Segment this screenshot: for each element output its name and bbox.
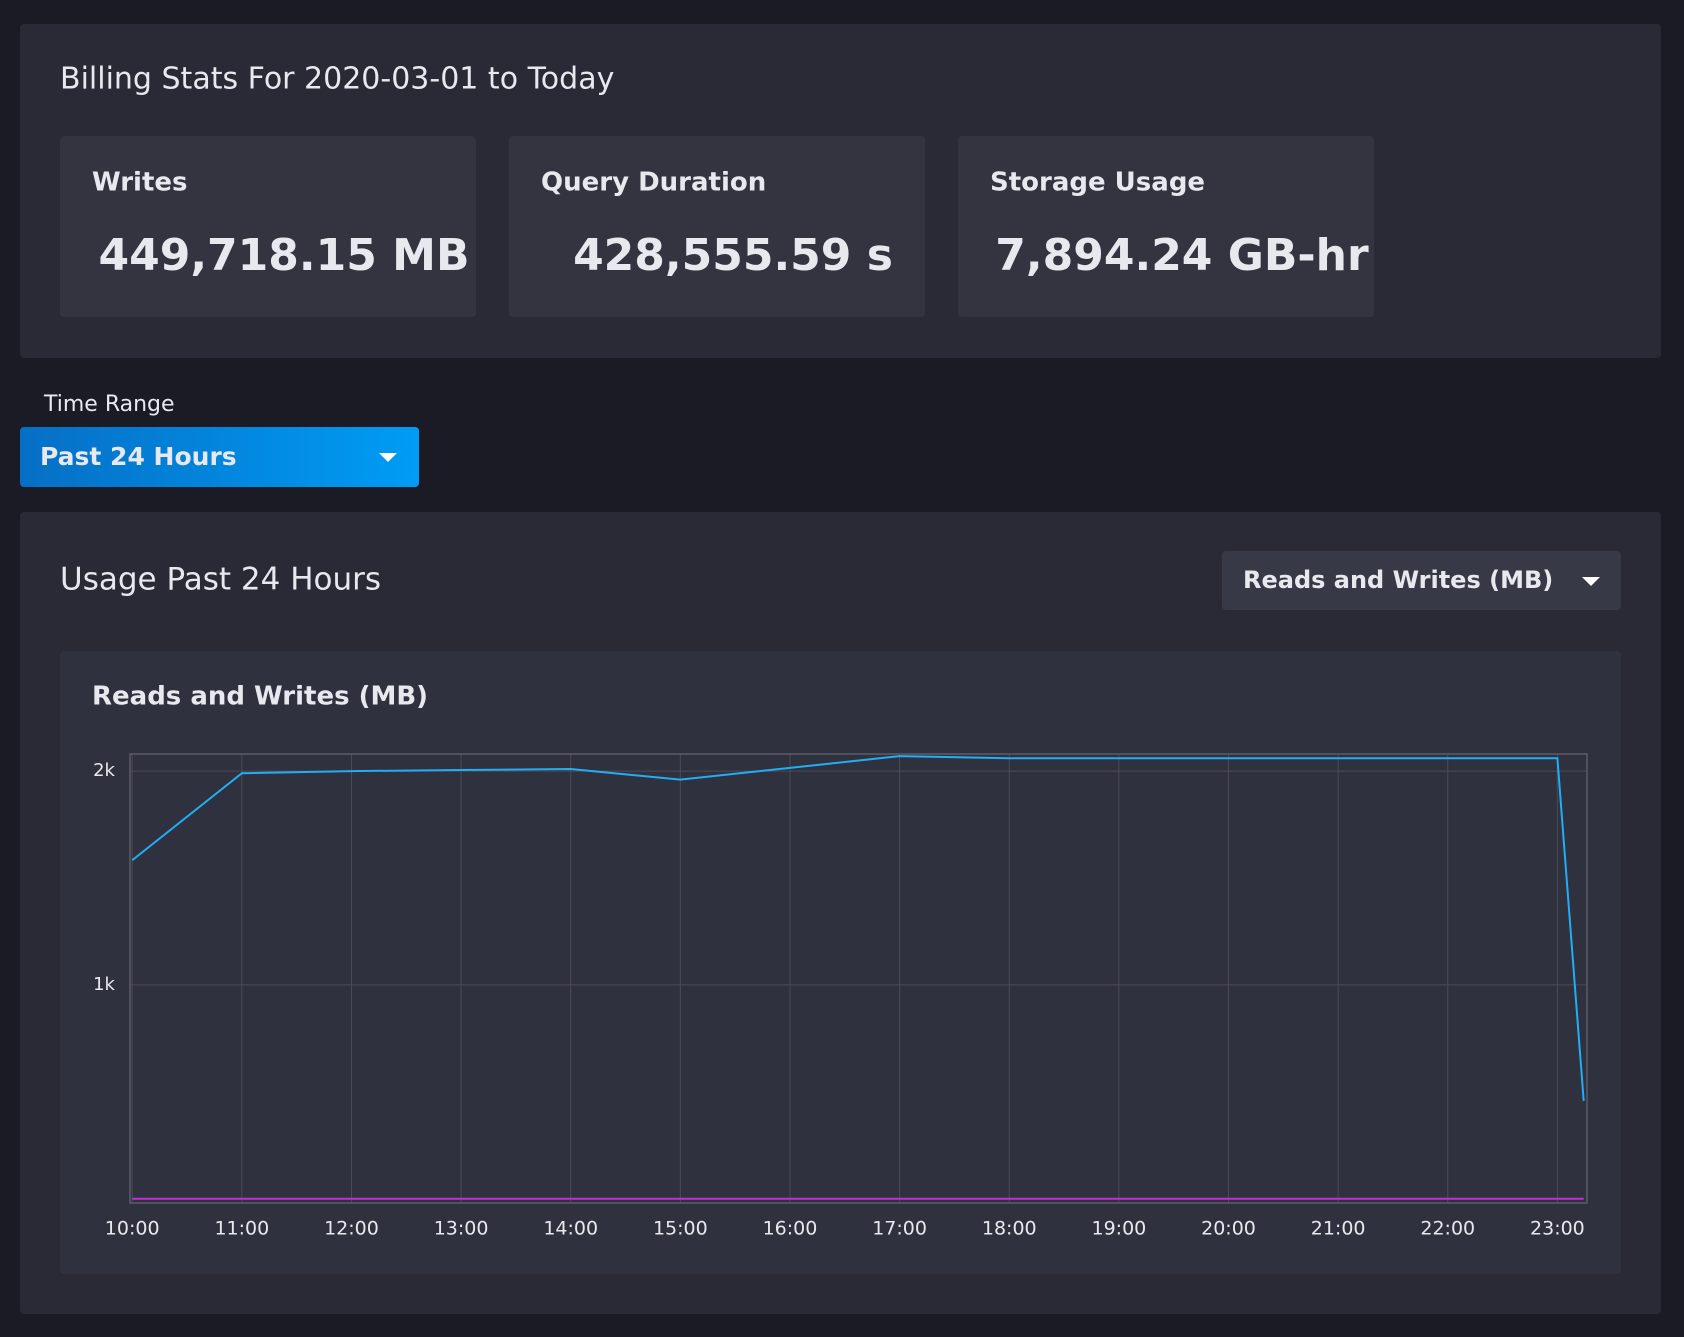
x-tick-label: 13:00 — [434, 1218, 489, 1240]
stat-card — [958, 136, 1374, 317]
x-tick-label: 17:00 — [872, 1218, 927, 1240]
stat-card — [60, 136, 476, 317]
usage-title: Usage Past 24 Hours — [60, 562, 381, 598]
x-tick-label: 19:00 — [1091, 1218, 1146, 1240]
dropdown-arrow[interactable] — [1582, 577, 1600, 586]
x-tick-label: 10:00 — [105, 1218, 160, 1240]
chart-card — [60, 651, 1621, 1274]
x-tick-label: 11:00 — [214, 1218, 269, 1240]
series-line — [131, 755, 1585, 1102]
time-range-label: Time Range — [43, 392, 175, 417]
x-tick-label: 23:00 — [1530, 1218, 1585, 1240]
stat-value: 7,894.24 GB-hr — [995, 230, 1369, 281]
y-tick-label: 2k — [93, 760, 115, 781]
stat-label: Writes — [92, 168, 188, 198]
x-tick-label: 21:00 — [1311, 1218, 1366, 1240]
cards: Writes 449,718.15 MB Query Duration 428,555… — [60, 136, 1374, 317]
stat-label: Storage Usage — [990, 168, 1205, 198]
x-tick-label: 18:00 — [982, 1218, 1037, 1240]
x-tick-label: 12:00 — [324, 1218, 379, 1240]
time-range-value[interactable]: Past 24 Hours — [40, 442, 237, 471]
stat-value: 449,718.15 MB — [99, 230, 470, 281]
metric-dropdown-value[interactable]: Reads and Writes (MB) — [1243, 566, 1553, 594]
y-tick-label: 1k — [93, 974, 115, 995]
metric-dropdown[interactable] — [1222, 551, 1621, 610]
plot-frame — [129, 753, 1588, 1204]
x-tick-label: 15:00 — [653, 1218, 708, 1240]
x-tick-label: 14:00 — [543, 1218, 598, 1240]
billing-title: Billing Stats For 2020-03-01 to Today — [60, 62, 614, 97]
x-tick-label: 22:00 — [1420, 1218, 1475, 1240]
stat-value: 428,555.59 s — [573, 230, 893, 281]
x-tick-label: 16:00 — [763, 1218, 818, 1240]
time-range-dropdown[interactable] — [20, 427, 419, 487]
stat-card — [509, 136, 925, 317]
plot: 1k 2k 10:00 11:00 12:00 13:00 14:00 15:00 16:00 1… — [93, 753, 1588, 1240]
dropdown-arrow[interactable] — [379, 453, 397, 462]
x-tick-label: 20:00 — [1201, 1218, 1256, 1240]
stat-label: Query Duration — [541, 168, 766, 198]
chart-title: Reads and Writes (MB) — [92, 682, 428, 712]
